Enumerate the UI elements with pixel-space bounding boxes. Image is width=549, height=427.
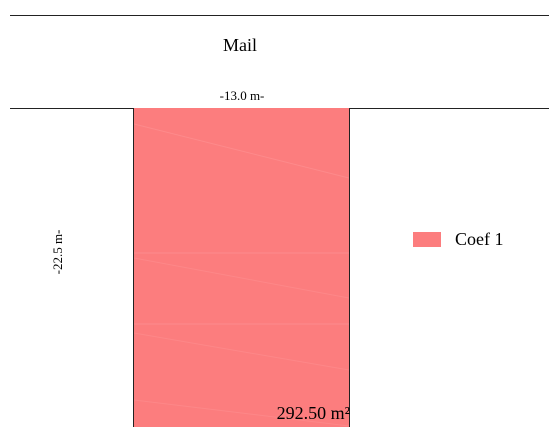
lot-fill xyxy=(134,108,349,427)
lot-area-label: 292.50 m² xyxy=(276,403,350,423)
street-name-label: Mail xyxy=(223,35,257,55)
legend-label-coef-1: Coef 1 xyxy=(455,229,504,249)
lot-depth-label: -22.5 m- xyxy=(50,229,65,275)
lot-texture-line xyxy=(134,332,349,371)
lot-parcel xyxy=(133,108,350,427)
lot-texture-line xyxy=(134,399,349,427)
lot-texture-line xyxy=(134,257,349,299)
lot-width-label: -13.0 m- xyxy=(219,88,265,103)
top-boundary-line xyxy=(10,15,549,16)
legend: Coef 1 xyxy=(413,228,504,250)
lot-texture-line xyxy=(134,123,349,179)
lot-parcel-shape xyxy=(134,108,349,427)
legend-swatch-coef-1 xyxy=(413,231,441,247)
